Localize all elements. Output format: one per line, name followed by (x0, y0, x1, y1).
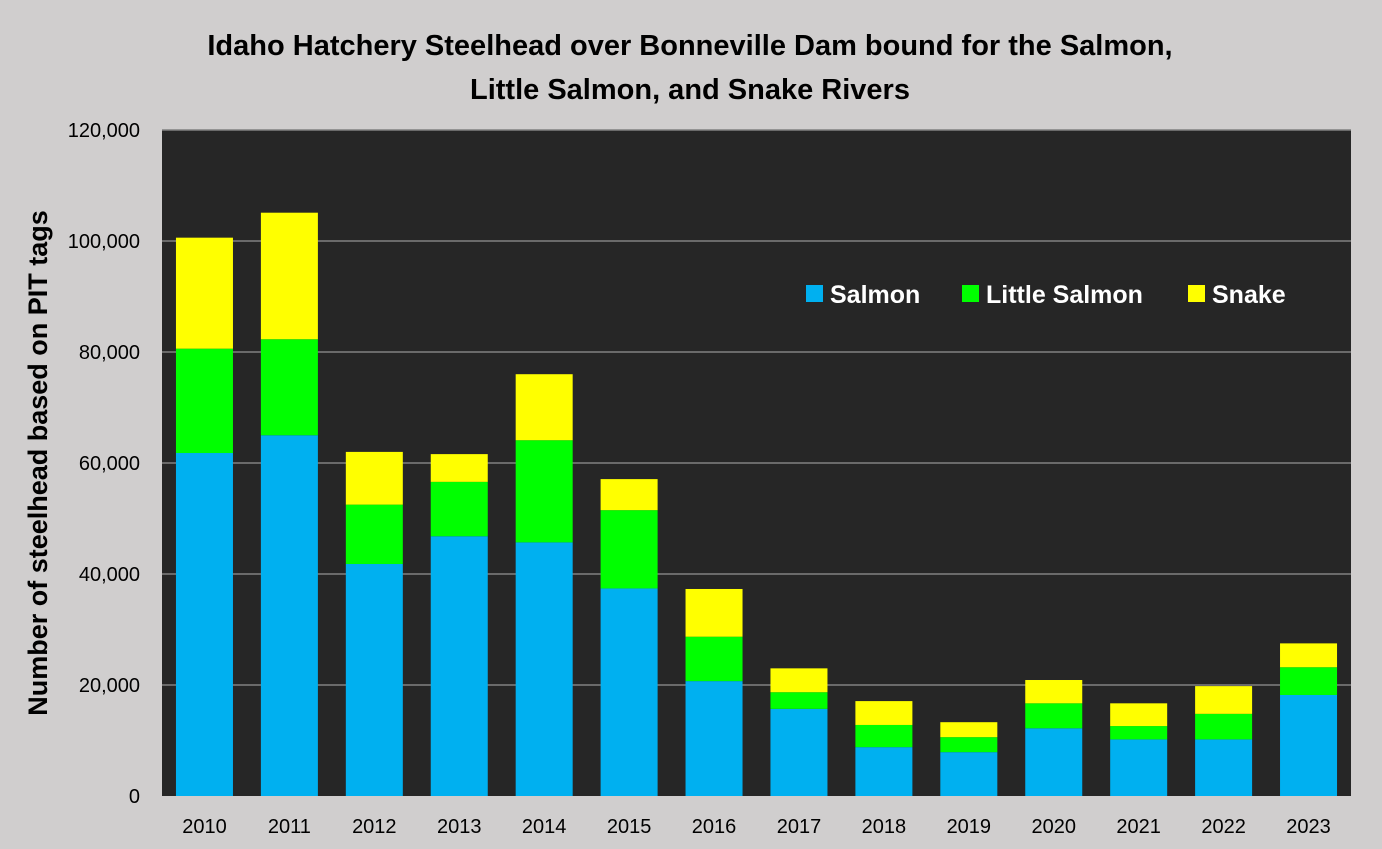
legend-swatch (806, 285, 823, 302)
bar-little-salmon (1195, 713, 1253, 740)
bar-salmon (430, 536, 488, 796)
bar-snake (430, 454, 488, 482)
bar-little-salmon (940, 737, 998, 753)
bar-little-salmon (1025, 703, 1083, 729)
bar-little-salmon (770, 692, 828, 709)
chart-title-line-1: Idaho Hatchery Steelhead over Bonneville… (207, 30, 1173, 62)
legend-label: Salmon (830, 281, 920, 309)
bar-snake (1110, 703, 1168, 727)
legend-label: Little Salmon (986, 281, 1143, 309)
bar-salmon (855, 747, 913, 796)
bar-salmon (260, 435, 318, 796)
x-tick-label: 2021 (1116, 816, 1161, 838)
bar-snake (175, 237, 233, 349)
y-tick-label: 60,000 (79, 453, 140, 475)
bar-salmon (1110, 739, 1168, 796)
bar-little-salmon (855, 724, 913, 748)
bar-snake (1025, 680, 1083, 704)
bar-snake (600, 479, 658, 511)
chart-title: Idaho Hatchery Steelhead over Bonneville… (140, 24, 1240, 112)
bar-snake (260, 212, 318, 340)
y-tick-label: 20,000 (79, 675, 140, 697)
y-tick-label: 0 (129, 786, 140, 808)
bar-salmon (1195, 739, 1253, 796)
y-axis-label: Number of steelhead based on PIT tags (23, 210, 53, 716)
bar-salmon (1280, 694, 1338, 796)
x-tick-label: 2013 (437, 816, 482, 838)
y-tick-label: 100,000 (68, 231, 140, 253)
bar-little-salmon (600, 510, 658, 589)
x-tick-label: 2012 (352, 816, 397, 838)
bar-salmon (345, 564, 403, 796)
bar-little-salmon (345, 504, 403, 565)
x-tick-label: 2018 (862, 816, 907, 838)
bar-little-salmon (515, 440, 573, 543)
x-tick-label: 2023 (1286, 816, 1331, 838)
x-tick-label: 2019 (947, 816, 992, 838)
legend-swatch (962, 285, 979, 302)
x-tick-label: 2014 (522, 816, 567, 838)
bar-little-salmon (1110, 726, 1168, 740)
bar-salmon (685, 681, 743, 796)
y-tick-label: 40,000 (79, 564, 140, 586)
x-tick-label: 2011 (268, 816, 311, 838)
bar-little-salmon (430, 481, 488, 537)
x-tick-label: 2015 (607, 816, 652, 838)
bar-salmon (1025, 728, 1083, 796)
bar-salmon (940, 752, 998, 796)
bar-snake (685, 588, 743, 637)
x-tick-label: 2020 (1032, 816, 1077, 838)
bar-snake (515, 374, 573, 441)
bar-snake (855, 701, 913, 725)
bar-snake (345, 451, 403, 505)
bar-salmon (600, 588, 658, 796)
bar-little-salmon (175, 348, 233, 454)
x-tick-label: 2017 (777, 816, 822, 838)
bar-little-salmon (1280, 667, 1338, 695)
x-tick-label: 2016 (692, 816, 737, 838)
bar-salmon (770, 708, 828, 796)
bar-salmon (175, 453, 233, 796)
x-tick-label: 2010 (182, 816, 227, 838)
x-tick-label: 2022 (1201, 816, 1246, 838)
legend-label: Snake (1212, 281, 1286, 309)
bar-salmon (515, 542, 573, 796)
bar-little-salmon (685, 636, 743, 682)
legend-swatch (1188, 285, 1205, 302)
bar-snake (940, 722, 998, 738)
y-tick-label: 80,000 (79, 342, 140, 364)
bar-snake (1195, 686, 1253, 714)
bar-little-salmon (260, 339, 318, 436)
bar-snake (770, 668, 828, 693)
chart-title-line-2: Little Salmon, and Snake Rivers (470, 74, 910, 106)
bar-snake (1280, 643, 1338, 668)
y-tick-label: 120,000 (68, 120, 140, 142)
